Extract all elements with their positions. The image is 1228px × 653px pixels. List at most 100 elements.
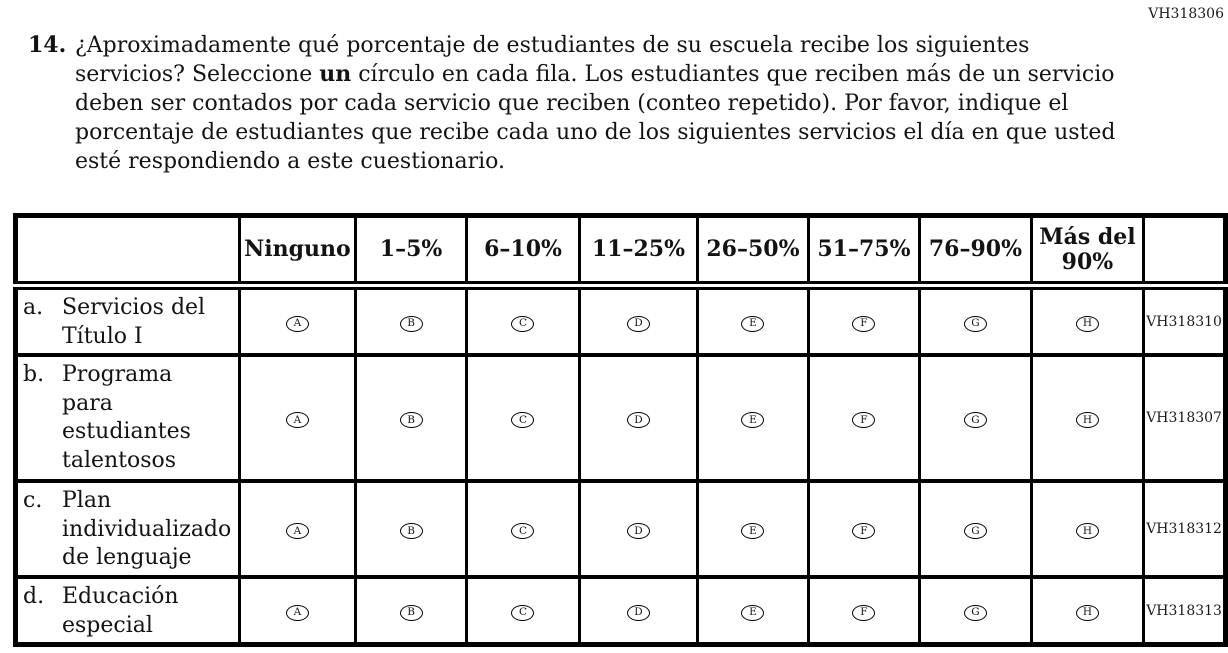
- table-row-d: d. Educación especial A B C D E F G H VH…: [14, 574, 1227, 647]
- column-header-mas-del-90: Más del 90%: [1029, 214, 1146, 290]
- answer-circle-a-D[interactable]: D: [626, 315, 650, 332]
- row-letter-a: a.: [23, 295, 44, 320]
- option-cell: G: [918, 353, 1033, 484]
- option-cell: H: [1029, 353, 1146, 484]
- option-cell: D: [577, 574, 700, 647]
- table-row-c: c. Plan individualizado de lenguaje A B …: [14, 479, 1227, 579]
- option-cell: C: [465, 574, 581, 647]
- option-cell: C: [465, 479, 581, 579]
- option-cell: B: [353, 574, 469, 647]
- option-cell: G: [918, 479, 1033, 579]
- option-cell: F: [806, 574, 922, 647]
- row-code-a: VH318310: [1142, 283, 1227, 358]
- column-header-26-50: 26–50%: [696, 214, 810, 290]
- option-cell: E: [696, 574, 810, 647]
- option-cell: H: [1029, 574, 1146, 647]
- page-code: VH318306: [1148, 6, 1224, 22]
- answer-circle-d-G[interactable]: G: [963, 604, 987, 621]
- answer-circle-a-A[interactable]: A: [285, 315, 309, 332]
- services-response-table: Ninguno 1–5% 6–10% 11–25% 26–50% 51–75% …: [13, 213, 1228, 648]
- option-cell: C: [465, 353, 581, 484]
- option-cell: E: [696, 353, 810, 484]
- answer-circle-c-E[interactable]: E: [741, 523, 765, 540]
- question-block: 14. ¿Aproximadamente qué porcentaje de e…: [28, 31, 1133, 176]
- option-cell: E: [696, 479, 810, 579]
- option-cell: B: [353, 283, 469, 358]
- option-cell: F: [806, 353, 922, 484]
- answer-circle-b-E[interactable]: E: [741, 412, 765, 429]
- row-code-c: VH318312: [1142, 479, 1227, 579]
- answer-circle-d-D[interactable]: D: [626, 604, 650, 621]
- answer-circle-c-C[interactable]: C: [511, 523, 535, 540]
- table-header-row: Ninguno 1–5% 6–10% 11–25% 26–50% 51–75% …: [14, 214, 1227, 290]
- answer-circle-d-E[interactable]: E: [741, 604, 765, 621]
- option-cell: G: [918, 283, 1033, 358]
- answer-circle-b-B[interactable]: B: [399, 412, 423, 429]
- row-label-cell-d: d. Educación especial: [14, 574, 241, 647]
- question-text: ¿Aproximadamente qué porcentaje de estud…: [75, 31, 1125, 176]
- question-text-after: círculo en cada fila. Los estudiantes qu…: [75, 62, 1116, 175]
- answer-circle-c-G[interactable]: G: [963, 523, 987, 540]
- answer-circle-d-H[interactable]: H: [1075, 604, 1099, 621]
- answer-circle-b-G[interactable]: G: [963, 412, 987, 429]
- answer-circle-b-F[interactable]: F: [852, 412, 876, 429]
- row-code-d: VH318313: [1142, 574, 1227, 647]
- answer-circle-b-H[interactable]: H: [1075, 412, 1099, 429]
- question-number: 14.: [28, 32, 67, 58]
- option-cell: H: [1029, 479, 1146, 579]
- question-bold-word: un: [319, 61, 352, 88]
- column-header-51-75: 51–75%: [806, 214, 922, 290]
- option-cell: A: [237, 283, 357, 358]
- answer-circle-d-C[interactable]: C: [511, 604, 535, 621]
- answer-circle-a-G[interactable]: G: [963, 315, 987, 332]
- row-letter-d: d.: [23, 583, 45, 609]
- answer-circle-a-B[interactable]: B: [399, 315, 423, 332]
- question-text-before: ¿Aproximadamente qué porcentaje de estud…: [75, 33, 1030, 88]
- option-cell: G: [918, 574, 1033, 647]
- option-cell: H: [1029, 283, 1146, 358]
- answer-circle-c-D[interactable]: D: [626, 523, 650, 540]
- column-header-1-5: 1–5%: [353, 214, 469, 290]
- answer-circle-c-F[interactable]: F: [852, 523, 876, 540]
- answer-circle-c-H[interactable]: H: [1075, 523, 1099, 540]
- column-header-6-10: 6–10%: [465, 214, 581, 290]
- row-label-cell-c: c. Plan individualizado de lenguaje: [14, 479, 241, 579]
- row-label-cell-a: a. Servicios del Título I: [14, 283, 241, 358]
- answer-circle-b-A[interactable]: A: [285, 412, 309, 429]
- answer-circle-a-H[interactable]: H: [1075, 315, 1099, 332]
- answer-circle-d-B[interactable]: B: [399, 604, 423, 621]
- answer-circle-b-C[interactable]: C: [511, 412, 535, 429]
- option-cell: A: [237, 479, 357, 579]
- row-label-a: Servicios del Título I: [62, 295, 206, 349]
- answer-circle-c-A[interactable]: A: [285, 523, 309, 540]
- column-header-76-90: 76–90%: [918, 214, 1033, 290]
- option-cell: D: [577, 283, 700, 358]
- option-cell: C: [465, 283, 581, 358]
- answer-circle-c-B[interactable]: B: [399, 523, 423, 540]
- option-cell: D: [577, 353, 700, 484]
- answer-circle-a-C[interactable]: C: [511, 315, 535, 332]
- column-header-ninguno: Ninguno: [237, 214, 357, 290]
- answer-circle-b-D[interactable]: D: [626, 412, 650, 429]
- row-letter-b: b.: [23, 362, 45, 388]
- row-letter-c: c.: [23, 488, 43, 514]
- option-cell: F: [806, 479, 922, 579]
- answer-circle-a-E[interactable]: E: [741, 315, 765, 332]
- answer-circle-d-A[interactable]: A: [285, 604, 309, 621]
- option-cell: D: [577, 479, 700, 579]
- row-label-c: Plan individualizado de lenguaje: [62, 488, 232, 571]
- answer-circle-d-F[interactable]: F: [852, 604, 876, 621]
- option-cell: E: [696, 283, 810, 358]
- corner-cell: [14, 214, 241, 290]
- answer-circle-a-F[interactable]: F: [852, 315, 876, 332]
- option-cell: A: [237, 574, 357, 647]
- table-row-b: b. Programa para estudiantes talentosos …: [14, 353, 1227, 484]
- column-header-11-25: 11–25%: [577, 214, 700, 290]
- option-cell: F: [806, 283, 922, 358]
- table-row-a: a. Servicios del Título I A B C D E F G …: [14, 283, 1227, 358]
- row-label-cell-b: b. Programa para estudiantes talentosos: [14, 353, 241, 484]
- row-label-b: Programa para estudiantes talentosos: [62, 362, 191, 473]
- option-cell: B: [353, 353, 469, 484]
- row-code-b: VH318307: [1142, 353, 1227, 484]
